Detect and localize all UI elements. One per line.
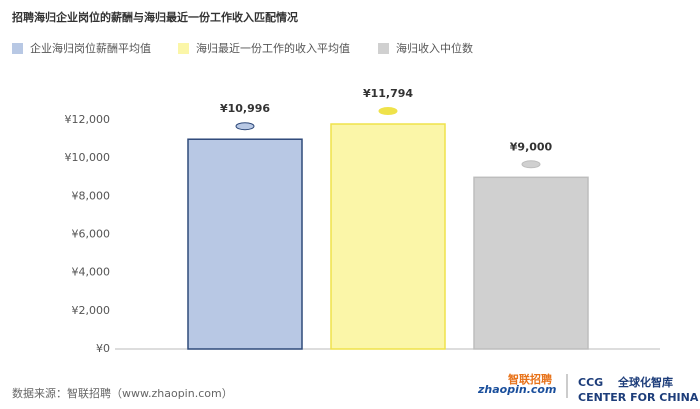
y-tick-label: ¥4,000: [72, 266, 111, 279]
legend-label: 海归最近一份工作的收入平均值: [196, 41, 350, 55]
marker: [235, 122, 255, 131]
y-tick-label: ¥10,000: [65, 151, 111, 164]
legend-label: 企业海归岗位薪酬平均值: [30, 41, 151, 55]
logo-text: CENTER FOR CHINA & GLOBALIZATION: [578, 391, 700, 404]
logo-text: 全球化智库: [617, 375, 673, 389]
legend-label: 海归收入中位数: [396, 41, 473, 55]
value-label: ¥10,996: [220, 102, 270, 115]
y-tick-label: ¥12,000: [65, 113, 111, 126]
chart-title: 招聘海归企业岗位的薪酬与海归最近一份工作收入匹配情况: [12, 10, 298, 24]
bar: [473, 176, 589, 350]
logo-text: 智联招聘: [508, 372, 552, 386]
source: 数据来源：智联招聘（www.zhaopin.com）: [12, 386, 233, 400]
legend-swatch: [378, 43, 389, 54]
y-tick-label: ¥8,000: [72, 189, 111, 202]
legend-swatch: [12, 43, 23, 54]
logo-text: CCG: [578, 376, 603, 389]
y-tick-label: ¥6,000: [72, 228, 111, 241]
y-tick-label: ¥0: [96, 342, 110, 355]
y-tick-label: ¥2,000: [72, 304, 111, 317]
marker: [378, 107, 398, 116]
value-label: ¥9,000: [510, 140, 553, 153]
value-label: ¥11,794: [363, 87, 413, 100]
marker: [521, 160, 541, 169]
logo-text: zhaopin.com: [477, 383, 556, 396]
legend-swatch: [178, 43, 189, 54]
bar: [187, 138, 303, 350]
bar: [330, 123, 446, 350]
